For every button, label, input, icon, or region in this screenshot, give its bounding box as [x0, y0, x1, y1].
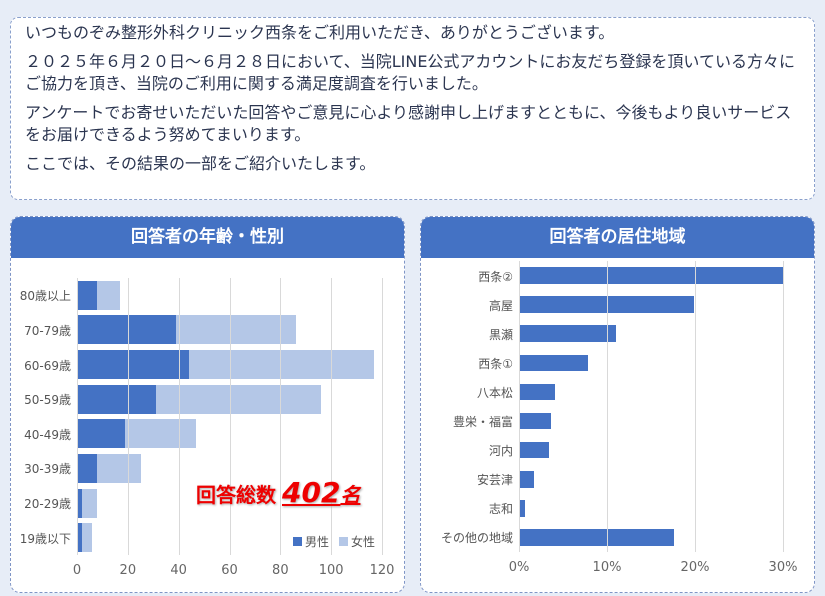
gridline — [695, 261, 696, 552]
bar-region — [519, 412, 551, 430]
legend-male-label: 男性 — [305, 535, 330, 549]
age-gender-chart: 19歳以下 20-29歳 30-39歳 40-49歳 50-59歳 60-69歳 70-79… — [11, 258, 404, 592]
total-respondents: 回答総数 402名 — [196, 476, 360, 512]
bar-female — [97, 280, 121, 310]
category-label: 70-79歳 — [24, 323, 71, 338]
legend-female-swatch — [339, 537, 349, 546]
age-gender-panel: 回答者の年齢・性別 19歳以下 20-29歳 30-39歳 40-49歳 50-59歳 6… — [10, 216, 405, 593]
bar-female — [188, 350, 375, 380]
gridline — [77, 278, 78, 555]
bar-female — [176, 315, 296, 345]
x-tick-label: 20% — [680, 560, 710, 575]
category-label: 西条① — [478, 356, 513, 371]
bar-region — [519, 296, 695, 313]
gridline — [178, 278, 180, 555]
legend-female: 女性 — [339, 534, 375, 550]
bar-male — [77, 523, 83, 553]
x-tick-label: 40 — [170, 563, 187, 578]
bar-region — [519, 325, 616, 343]
category-label: 八本松 — [476, 385, 513, 400]
total-unit: 名 — [340, 483, 361, 507]
category-label: 20-29歳 — [24, 497, 71, 512]
gridline — [519, 261, 520, 552]
intro-results: ここでは、その結果の一部をご紹介いたします。 — [25, 154, 376, 173]
bar-region — [519, 500, 526, 517]
bar-female — [82, 488, 98, 518]
legend: 男性 女性 — [293, 534, 375, 550]
gridline — [229, 278, 231, 555]
bar-female — [97, 453, 141, 483]
bar-female — [155, 384, 321, 414]
x-tick-label: 20 — [119, 563, 137, 578]
bar-region — [519, 383, 556, 401]
intro-box: いつものぞみ整形外科クリニック西条をご利用いただき、ありがとうございます。 ２０… — [10, 17, 815, 200]
x-tick-label: 60 — [221, 563, 238, 578]
x-tick-label: 0 — [72, 563, 82, 578]
category-label: 50-59歳 — [24, 393, 71, 408]
bar-male — [77, 350, 189, 380]
legend-male-swatch — [293, 537, 302, 546]
intro-survey-period: ２０２５年６月２０日～６月２８日において、当院LINE公式アカウントにお友だち登… — [25, 52, 795, 93]
x-tick-label: 0% — [508, 560, 530, 575]
category-label: 高屋 — [488, 298, 513, 313]
bar-female — [82, 523, 93, 553]
gridline — [331, 278, 333, 555]
intro-greeting: いつものぞみ整形外科クリニック西条をご利用いただき、ありがとうございます。 — [25, 23, 615, 42]
category-label: 河内 — [488, 444, 513, 459]
bar-region — [519, 354, 588, 372]
x-tick-label: 10% — [592, 560, 622, 575]
region-title: 回答者の居住地域 — [421, 217, 814, 258]
gridline — [783, 261, 784, 552]
category-label: 60-69歳 — [24, 358, 71, 373]
gridline — [607, 261, 608, 552]
bar-female — [125, 419, 197, 449]
gridline — [382, 278, 383, 555]
category-label: 30-39歳 — [24, 462, 71, 477]
gridline — [280, 278, 282, 555]
bar-male — [77, 315, 177, 345]
bar-male — [77, 280, 98, 310]
bar-male — [77, 453, 98, 483]
total-label: 回答総数 — [196, 483, 276, 507]
bar-male — [77, 419, 126, 449]
category-label: 志和 — [488, 502, 513, 517]
category-label: 80歳以上 — [19, 289, 71, 304]
category-label: 豊栄・福富 — [452, 415, 513, 430]
intro-thanks: アンケートでお寄せいただいた回答やご意見に心より感謝申し上げますとともに、今後も… — [25, 103, 792, 144]
category-label: その他の地域 — [440, 531, 513, 546]
x-tick-label: 100 — [318, 563, 344, 578]
category-label: 西条② — [478, 269, 513, 284]
gridline — [127, 278, 129, 555]
bar-region — [519, 441, 549, 459]
bar-male — [77, 384, 156, 414]
x-tick-label: 80 — [272, 563, 289, 578]
bar-region — [519, 470, 534, 488]
category-label: 40-49歳 — [24, 427, 71, 442]
bar-male — [77, 488, 83, 518]
region-chart: その他の地域 志和 安芸津 河内 豊栄・福富 八本松 西条① 黒瀬 高屋 西条② 30% 20% 10%… — [421, 258, 814, 592]
legend-male: 男性 — [293, 534, 329, 550]
total-value: 402 — [282, 476, 341, 509]
bar-region — [519, 267, 783, 284]
x-tick-label: 30% — [768, 560, 798, 575]
legend-female-label: 女性 — [351, 535, 376, 549]
category-label: 19歳以下 — [19, 531, 71, 546]
x-tick-label: 120 — [369, 563, 395, 578]
category-label: 安芸津 — [476, 473, 513, 488]
category-label: 黒瀬 — [488, 327, 513, 342]
region-panel: 回答者の居住地域 その他の地域 志和 安芸津 河内 豊栄・福富 八本松 西条① 黒瀬 高屋 西条②… — [420, 216, 815, 593]
age-gender-title: 回答者の年齢・性別 — [11, 217, 404, 258]
bar-region — [519, 529, 674, 546]
